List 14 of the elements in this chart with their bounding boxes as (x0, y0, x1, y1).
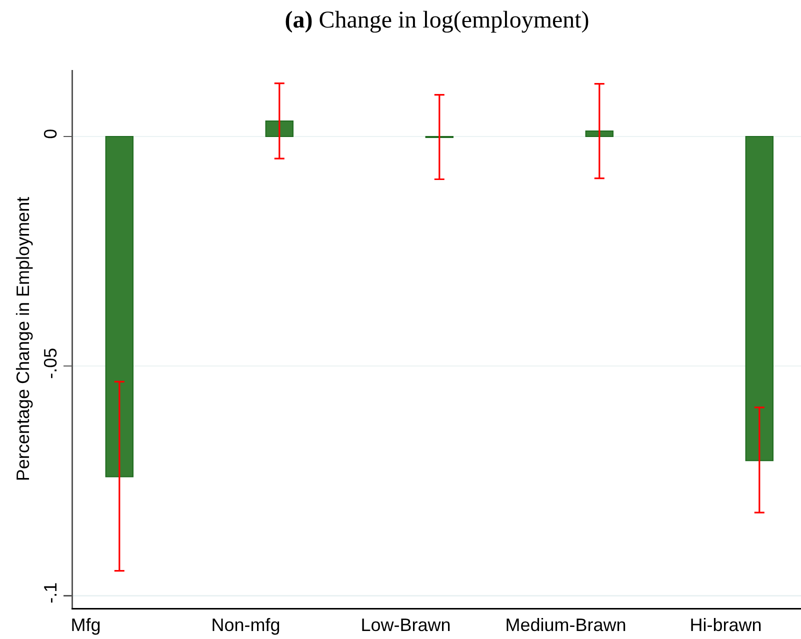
x-tick-label: Medium-Brawn (505, 614, 626, 635)
bar (745, 136, 774, 462)
bar (105, 136, 134, 478)
y-tick-label: -.1 (40, 582, 60, 604)
y-tick-label: 0 (40, 128, 60, 139)
y-axis-title: Percentage Change in Employment (12, 196, 33, 482)
bar (585, 130, 614, 138)
bar (265, 120, 294, 138)
x-tick-label: Non-mfg (211, 614, 280, 635)
x-tick-label: Mfg (70, 614, 101, 635)
x-tick-label: Hi-brawn (690, 614, 762, 635)
x-tick-label: Low-Brawn (360, 614, 451, 635)
y-tick-label: -.05 (40, 348, 60, 379)
chart-title: (a) Change in log(employment) (284, 7, 590, 34)
